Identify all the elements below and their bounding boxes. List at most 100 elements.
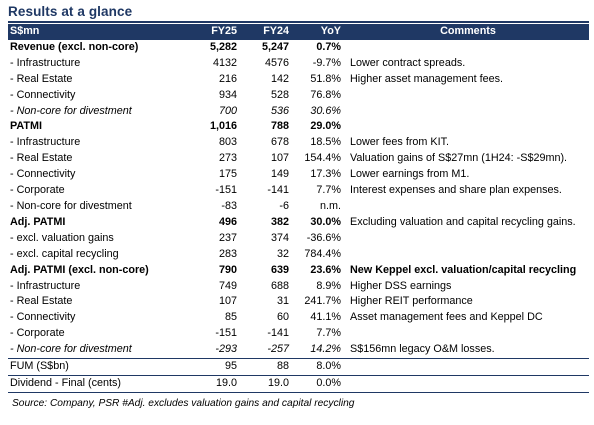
row-label: - Non-core for divestment xyxy=(10,199,132,212)
table-row: - Non-core for divestment -293 -257 14.2% S$… xyxy=(8,342,589,358)
row-yoy: 8.9% xyxy=(316,279,341,292)
row-fy25: 216 xyxy=(218,72,237,85)
row-label: - Non-core for divestment xyxy=(10,343,132,356)
header-comments: Comments xyxy=(347,24,589,40)
row-fy24: 678 xyxy=(270,136,289,149)
row-comment xyxy=(347,119,589,135)
table-row: - Infrastructure 803 678 18.5% Lower fees fr… xyxy=(8,135,589,151)
table-row: - Real Estate 107 31 241.7% Higher REIT perf… xyxy=(8,294,589,310)
row-label: - Real Estate xyxy=(10,72,73,85)
row-fy24: 19.0 xyxy=(243,374,295,393)
row-yoy: n.m. xyxy=(320,199,341,212)
row-label: - Infrastructure xyxy=(10,136,81,149)
row-yoy: -36.6% xyxy=(306,231,341,244)
row-comment xyxy=(347,358,589,376)
table-row: - Real Estate 273 107 154.4% Valuation gains… xyxy=(8,151,589,167)
row-fy25: 790 xyxy=(218,263,237,276)
row-fy25: 1,016 xyxy=(209,120,237,133)
row-comment: Higher REIT performance xyxy=(350,295,473,308)
header-fy25: FY25 xyxy=(189,24,243,40)
row-comment: Valuation gains of S$27mn (1H24: -S$29mn… xyxy=(350,152,568,165)
row-fy24: 32 xyxy=(276,247,289,260)
results-table-container: S$mn FY25 FY24 YoY Comments Revenue (exc… xyxy=(8,24,589,393)
table-body: Revenue (excl. non-core) 5,282 5,247 0.7% - … xyxy=(8,40,589,393)
row-yoy: 23.6% xyxy=(310,263,341,276)
row-comment xyxy=(347,231,589,247)
row-label: - Connectivity xyxy=(10,168,76,181)
row-fy24: 88 xyxy=(243,358,295,376)
row-fy24: 5,247 xyxy=(261,40,289,53)
row-label: Dividend - Final (cents) xyxy=(8,374,189,393)
row-comment xyxy=(347,199,589,215)
row-comment xyxy=(347,88,589,104)
row-fy25: 496 xyxy=(218,215,237,228)
row-fy24: -141 xyxy=(267,184,289,197)
table-row: - Real Estate 216 142 51.8% Higher asset man… xyxy=(8,72,589,88)
row-fy25: 934 xyxy=(218,88,237,101)
title-divider xyxy=(8,21,589,23)
table-row: PATMI 1,016 788 29.0% xyxy=(8,119,589,135)
row-fy24: 639 xyxy=(270,263,289,276)
row-comment: S$156mn legacy O&M losses. xyxy=(350,343,495,356)
row-fy25: 273 xyxy=(218,152,237,165)
row-yoy: 7.7% xyxy=(316,327,341,340)
row-fy25: 237 xyxy=(218,231,237,244)
table-header-row: S$mn FY25 FY24 YoY Comments xyxy=(8,24,589,40)
row-fy25: -83 xyxy=(221,199,237,212)
header-yoy: YoY xyxy=(295,24,347,40)
row-yoy: 8.0% xyxy=(295,358,347,376)
row-yoy: 30.6% xyxy=(310,104,341,117)
row-label: - Non-core for divestment xyxy=(10,104,132,117)
row-yoy: 241.7% xyxy=(304,295,341,308)
table-row: - Infrastructure 4132 4576 -9.7% Lower contr… xyxy=(8,56,589,72)
row-label: PATMI xyxy=(10,120,42,133)
row-label: FUM (S$bn) xyxy=(8,358,189,376)
row-fy24: 60 xyxy=(276,311,289,324)
page-title: Results at a glance xyxy=(8,4,133,19)
row-label: - Connectivity xyxy=(10,88,76,101)
row-comment: Higher DSS earnings xyxy=(350,279,452,292)
row-yoy: 784.4% xyxy=(304,247,341,260)
table-row: - excl. capital recycling 283 32 784.4% xyxy=(8,247,589,263)
row-comment xyxy=(347,40,589,56)
row-fy24: 149 xyxy=(270,168,289,181)
row-fy24: 382 xyxy=(270,215,289,228)
row-yoy: 0.7% xyxy=(316,40,341,53)
row-fy25: 95 xyxy=(189,358,243,376)
table-row: - Corporate -151 -141 7.7% Interest expenses… xyxy=(8,183,589,199)
row-yoy: 0.0% xyxy=(295,374,347,393)
row-yoy: 51.8% xyxy=(310,72,341,85)
row-label: - Corporate xyxy=(10,184,65,197)
row-label: Adj. PATMI (excl. non-core) xyxy=(10,263,149,276)
table-row: - Non-core for divestment 700 536 30.6% xyxy=(8,104,589,120)
row-fy25: 283 xyxy=(218,247,237,260)
row-label: - Connectivity xyxy=(10,311,76,324)
row-label: - Real Estate xyxy=(10,152,73,165)
row-fy24: 4576 xyxy=(264,56,289,69)
row-fy24: 788 xyxy=(270,120,289,133)
row-yoy: 7.7% xyxy=(316,184,341,197)
table-row: Revenue (excl. non-core) 5,282 5,247 0.7% xyxy=(8,40,589,56)
row-yoy: 17.3% xyxy=(310,168,341,181)
row-fy24: 536 xyxy=(270,104,289,117)
row-comment: Excluding valuation and capital recyclin… xyxy=(350,215,576,228)
row-fy24: 142 xyxy=(270,72,289,85)
row-fy24: 374 xyxy=(270,231,289,244)
row-comment: Asset management fees and Keppel DC xyxy=(350,311,543,324)
row-yoy: 154.4% xyxy=(304,152,341,165)
row-comment: Lower contract spreads. xyxy=(350,56,466,69)
row-comment: Interest expenses and share plan expense… xyxy=(350,184,562,197)
row-label: - excl. valuation gains xyxy=(10,231,114,244)
header-fy24: FY24 xyxy=(243,24,295,40)
row-fy25: -151 xyxy=(215,327,237,340)
row-comment xyxy=(347,247,589,263)
source-note: Source: Company, PSR #Adj. excludes valu… xyxy=(12,398,355,409)
row-fy25: 175 xyxy=(218,168,237,181)
row-yoy: 41.1% xyxy=(310,311,341,324)
row-fy24: 688 xyxy=(270,279,289,292)
row-fy24: 528 xyxy=(270,88,289,101)
row-fy24: 107 xyxy=(270,152,289,165)
row-yoy: 29.0% xyxy=(310,120,341,133)
row-yoy: 14.2% xyxy=(310,343,341,356)
row-label: - Infrastructure xyxy=(10,56,81,69)
